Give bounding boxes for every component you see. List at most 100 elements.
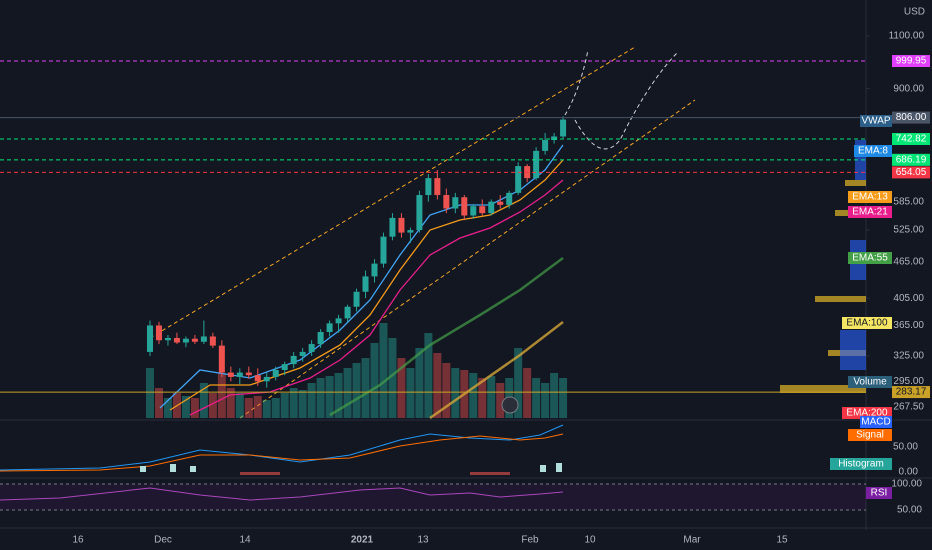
price-flag-label: 806.00 — [896, 112, 927, 123]
volume-bar — [307, 383, 316, 418]
candle-body — [308, 344, 315, 352]
candle-body — [371, 263, 378, 277]
candle-body — [173, 337, 180, 343]
price-flag — [892, 386, 930, 399]
y-tick-label: 267.50 — [893, 402, 924, 413]
candle-body — [425, 178, 432, 196]
y-tick-label: 405.00 — [893, 293, 924, 304]
channel — [149, 46, 696, 419]
volume-bar — [316, 378, 325, 418]
candle-body — [461, 197, 468, 216]
volume-bar — [379, 323, 388, 418]
price-flag-label: 999.95 — [896, 56, 927, 67]
candle-body — [335, 318, 342, 324]
volume-bar — [370, 343, 379, 418]
candle-body — [389, 217, 396, 237]
candle-body — [326, 323, 333, 333]
rsi-pane — [0, 483, 866, 511]
volume-bar — [523, 368, 532, 418]
indicator-tag — [848, 429, 892, 441]
indicator-tag-label: EMA:200 — [846, 408, 888, 419]
indicator-tag-label: Histogram — [838, 459, 884, 470]
volume-bar — [325, 376, 334, 418]
indicator-tag-label: EMA:55 — [852, 253, 888, 264]
indicator-tag-label: EMA:100 — [846, 318, 888, 329]
candle-body — [227, 372, 234, 377]
volume-bar — [361, 358, 370, 418]
volume-bar — [478, 378, 487, 418]
indicator-tag — [848, 206, 892, 218]
macd-pane — [0, 424, 564, 475]
volume-bar — [289, 388, 298, 418]
volume-bar — [469, 373, 478, 418]
y-tick-label: 365.00 — [893, 320, 924, 331]
price-flags: 999.95 806.00 742.82 686.19 654.05 283.17 — [0, 55, 930, 399]
candle-body — [200, 336, 207, 342]
volume-bar — [433, 353, 442, 418]
volume-bar — [442, 363, 451, 418]
candle-body — [236, 372, 243, 377]
y-tick-label: 465.00 — [893, 257, 924, 268]
volume-bar — [208, 393, 217, 418]
volume-bar — [226, 388, 235, 418]
indicator-tag-label: EMA:21 — [852, 207, 888, 218]
volume-bar — [280, 393, 289, 418]
x-tick-label: 16 — [72, 535, 84, 546]
volume-bar — [451, 368, 460, 418]
volume-bar — [334, 373, 343, 418]
candle-body — [182, 338, 189, 343]
indicator-tag-label: Signal — [856, 430, 884, 441]
volume-bar — [532, 378, 541, 418]
volume-bar — [146, 368, 154, 418]
candle-body — [416, 195, 423, 231]
volume-bar — [550, 373, 559, 418]
candle-body — [254, 375, 261, 382]
volume-bar — [181, 396, 190, 418]
candle-body — [344, 306, 351, 319]
volume-bar — [217, 373, 226, 418]
candle-body — [147, 325, 153, 352]
indicator-tags: VWAP EMA:8 EMA:13 EMA:21 EMA:55 EMA:100 Volume… — [830, 115, 892, 499]
indicator-tag — [860, 115, 892, 127]
candle-body — [398, 217, 405, 233]
x-tick-label: 13 — [417, 535, 429, 546]
price-flag-label: 742.82 — [896, 134, 927, 145]
candle-body — [380, 236, 387, 264]
x-tick-label: 15 — [776, 535, 788, 546]
y-tick-label: 585.00 — [893, 196, 924, 207]
y-tick-label: 325.00 — [893, 351, 924, 362]
volume-bar — [253, 396, 262, 418]
candle-body — [551, 136, 558, 141]
price-flag-label: 686.19 — [896, 154, 927, 165]
indicator-tag — [860, 416, 892, 428]
indicator-tag — [854, 145, 892, 157]
candle-body — [245, 372, 252, 376]
projection — [564, 49, 679, 150]
candle-body — [479, 206, 486, 214]
indicator-tag — [842, 317, 892, 329]
volume-bar — [487, 376, 496, 418]
price-flag — [892, 111, 930, 124]
indicator-tag-label: EMA:13 — [852, 192, 888, 203]
time-axis: 16 Dec 14 2021 13 Feb 10 Mar 15 — [72, 535, 788, 546]
y-tick-label: 295.00 — [893, 376, 924, 387]
candles — [147, 116, 567, 388]
volume-bar — [271, 398, 280, 418]
volume — [146, 323, 568, 418]
candle-body — [317, 332, 324, 345]
indicator-tag — [848, 376, 892, 388]
candle-body — [470, 206, 477, 216]
candle-body — [542, 140, 549, 151]
indicator-tag-label: MACD — [861, 417, 890, 428]
y-tick-label: 1100.00 — [889, 31, 925, 42]
macd-tick-label: 50.00 — [893, 442, 918, 453]
y-tick-label: 525.00 — [893, 225, 924, 236]
volume-bar — [352, 363, 361, 418]
volume-bar — [496, 383, 505, 418]
volume-bar — [541, 383, 550, 418]
volume-bar — [244, 398, 253, 418]
x-tick-label: 14 — [239, 535, 251, 546]
candle-body — [434, 178, 441, 196]
